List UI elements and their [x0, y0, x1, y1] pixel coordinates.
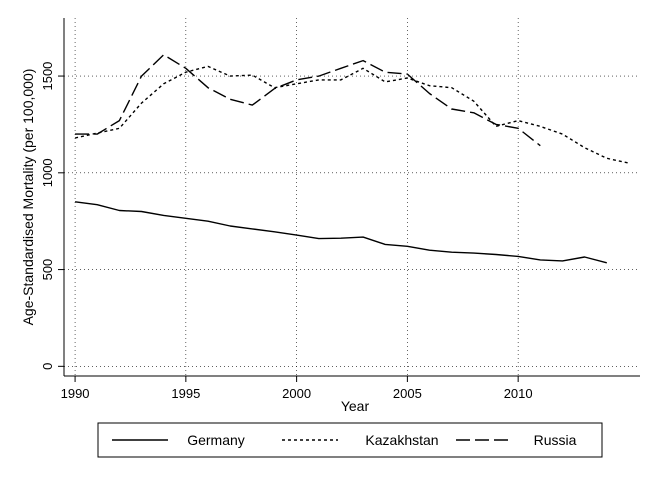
series-line-germany	[75, 201, 607, 264]
y-axis-title: Age-Standardised Mortality (per 100,000)	[20, 69, 36, 326]
series-line-kazakhstan	[74, 65, 630, 164]
axes	[63, 18, 640, 377]
x-tick-label: 1995	[171, 386, 200, 401]
legend-label-russia: Russia	[534, 432, 577, 448]
x-tick-label: 2000	[282, 386, 311, 401]
y-tick-label: 1000	[40, 158, 55, 187]
y-ticks: 0 500 1000 1500	[40, 62, 64, 370]
gridlines	[64, 18, 640, 376]
series-lines	[74, 54, 630, 264]
x-tick-label: 1990	[61, 386, 90, 401]
x-tick-label: 2005	[393, 386, 422, 401]
x-axis-title: Year	[341, 398, 370, 414]
legend-label-germany: Germany	[187, 432, 245, 448]
legend: Germany Kazakhstan Russia	[97, 422, 603, 458]
y-tick-label: 0	[40, 363, 55, 370]
x-tick-label: 2010	[504, 386, 533, 401]
y-tick-label: 500	[40, 259, 55, 281]
x-ticks: 1990 1995 2000 2005 2010	[61, 376, 533, 401]
legend-box	[97, 422, 603, 458]
legend-label-kazakhstan: Kazakhstan	[365, 432, 438, 448]
series-line-russia	[75, 54, 541, 147]
y-tick-label: 1500	[40, 62, 55, 91]
